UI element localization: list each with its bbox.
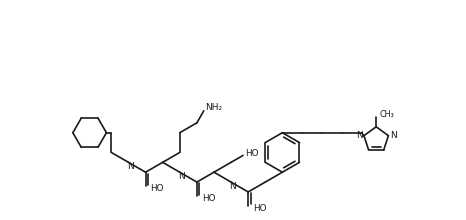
Text: N: N — [229, 182, 236, 191]
Text: N: N — [390, 131, 397, 140]
Text: HO: HO — [202, 194, 215, 203]
Text: N: N — [356, 131, 363, 140]
Text: HO: HO — [151, 185, 164, 193]
Text: N: N — [127, 162, 133, 171]
Text: NH₂: NH₂ — [205, 103, 222, 112]
Text: HO: HO — [253, 204, 267, 213]
Text: CH₃: CH₃ — [379, 110, 394, 119]
Text: N: N — [178, 172, 185, 181]
Text: HO: HO — [245, 149, 259, 158]
